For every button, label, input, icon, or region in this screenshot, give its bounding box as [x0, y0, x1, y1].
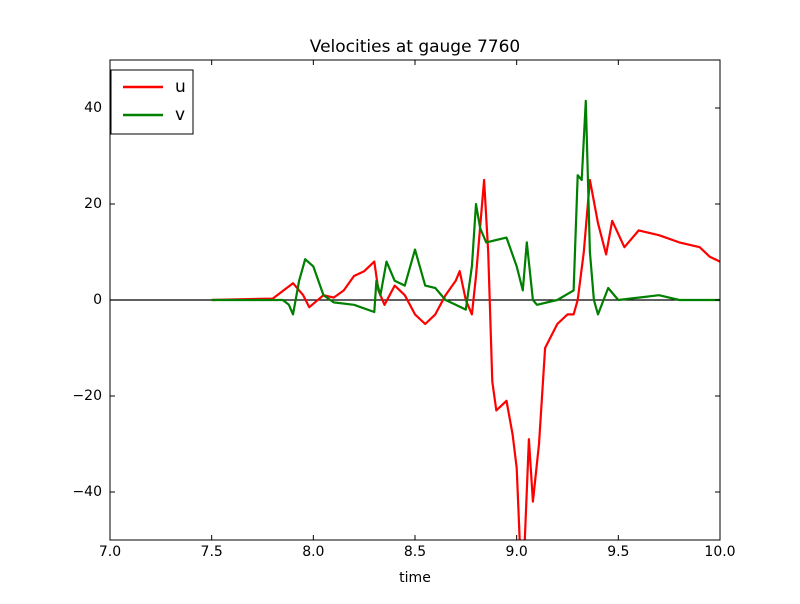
- x-tick-label: 9.0: [506, 544, 528, 560]
- x-tick-label: 7.5: [201, 544, 223, 560]
- x-tick-label: 8.5: [404, 544, 426, 560]
- legend-box: [110, 69, 194, 135]
- plot-lines: [110, 99, 720, 540]
- x-axis-label: time: [399, 570, 431, 586]
- y-tick-label: 20: [84, 196, 102, 212]
- x-tick-label: 10.0: [704, 544, 735, 560]
- x-tick-label: 7.0: [99, 544, 121, 560]
- y-tick-label: −20: [72, 388, 102, 404]
- y-tick-label: 40: [84, 100, 102, 116]
- legend-label: v: [175, 105, 185, 125]
- x-tick-label: 8.0: [302, 544, 324, 560]
- chart-title: Velocities at gauge 7760: [310, 37, 520, 57]
- series-line: [211, 178, 720, 540]
- legend-label: u: [175, 77, 186, 97]
- x-tick-label: 9.5: [607, 544, 629, 560]
- series-line: [211, 99, 720, 316]
- y-tick-label: −40: [72, 484, 102, 500]
- y-tick-label: 0: [93, 292, 102, 308]
- axes-decor: 7.0 7.5 8.0 8.5 9.0 9.5 10.0 −40 −20 0 20 40 uv: [72, 59, 736, 560]
